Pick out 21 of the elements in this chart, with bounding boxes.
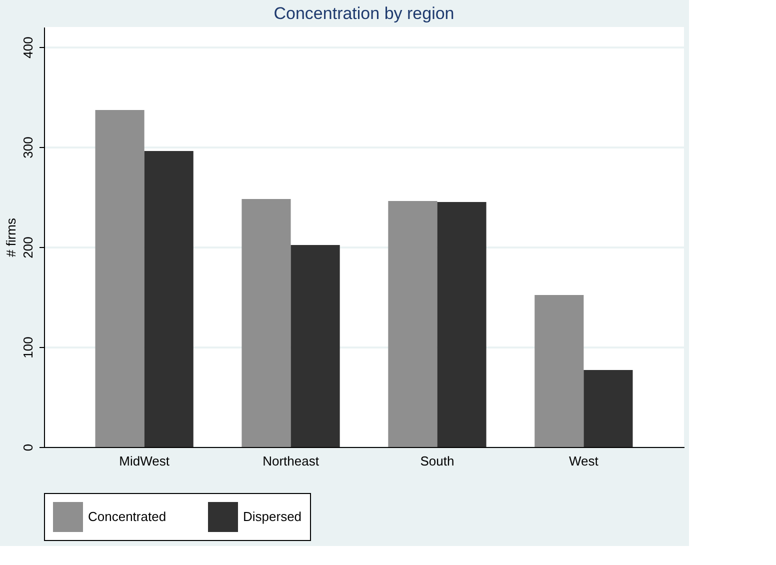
legend-label: Dispersed [243,509,302,524]
chart-title: Concentration by region [274,4,454,23]
x-tick-label: West [568,454,599,468]
y-tick-label: 0 [20,444,36,452]
legend-label: Concentrated [88,509,166,524]
y-tick-label: 200 [20,236,36,258]
bar [290,245,340,447]
bar [437,202,486,447]
bar [584,370,633,447]
bar [242,199,291,447]
y-tick-label: 400 [20,36,36,58]
y-tick-label: 300 [20,136,36,158]
x-tick-label: Northeast [262,454,320,468]
bar [95,110,144,447]
x-tick-label: South [420,454,454,468]
bar [388,201,438,447]
y-axis-title: # firms [4,218,18,257]
bar [144,151,194,447]
y-tick-label: 100 [20,336,36,358]
bar [534,295,584,447]
x-tick-label: MidWest [119,454,170,468]
